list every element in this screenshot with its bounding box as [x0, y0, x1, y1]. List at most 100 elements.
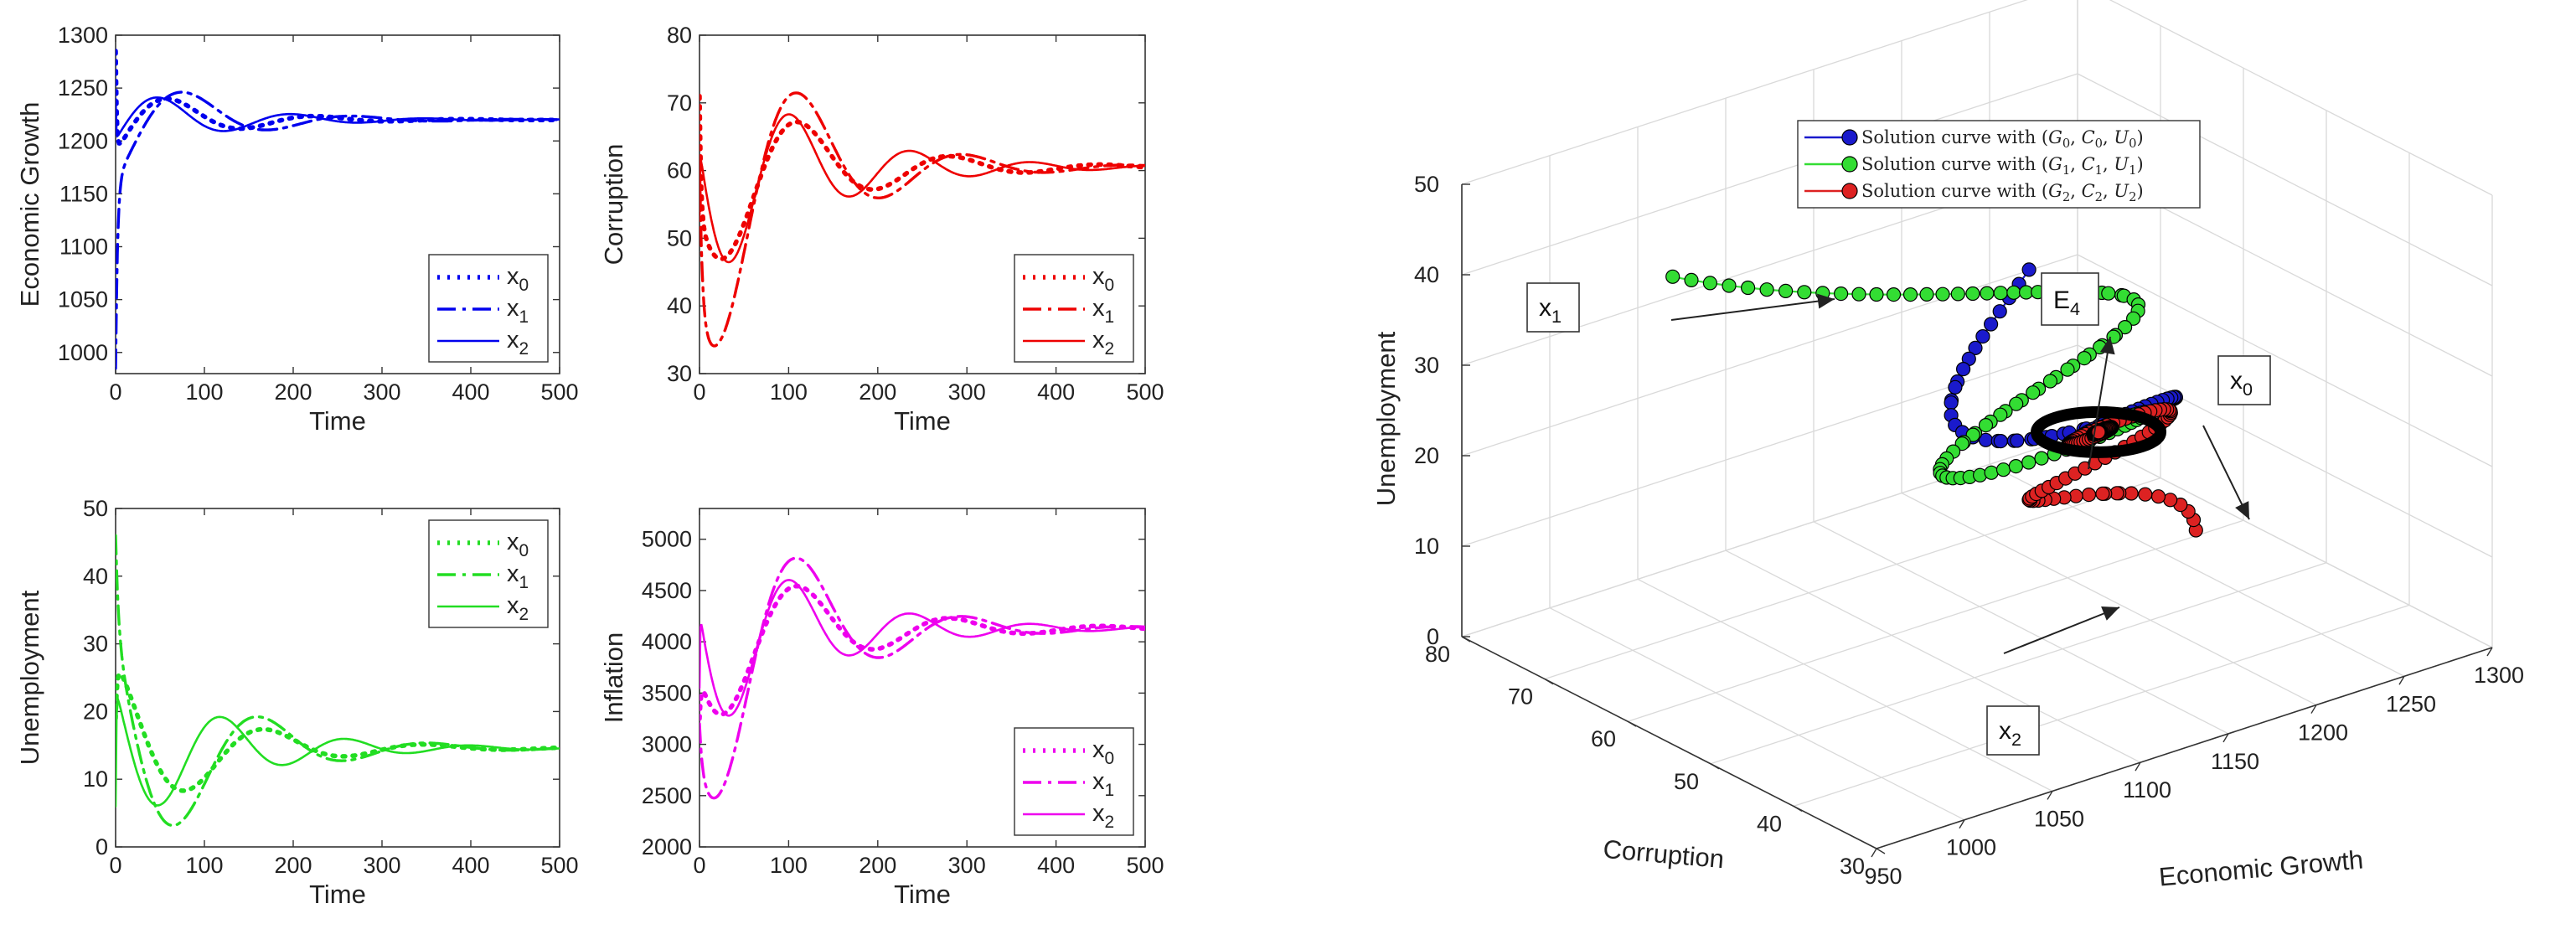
trajectory-marker: [2010, 433, 2025, 448]
x-tick-label: 0: [109, 379, 121, 405]
annotation-box-x0: [2217, 355, 2271, 405]
x-tick-label: 0: [109, 853, 121, 878]
z-tick-label: 0: [1427, 624, 1439, 649]
trajectory-marker: [2101, 286, 2116, 301]
y-tick-mark: [1461, 636, 1471, 643]
annotation-box-e4: [2041, 272, 2099, 326]
y-tick-label: 70: [1508, 684, 1533, 710]
trajectory-marker: [1869, 286, 1884, 302]
y-tick-label: 1000: [58, 340, 108, 365]
trajectory-marker: [1722, 278, 1737, 293]
trajectory-marker: [1851, 286, 1866, 302]
legend-label-x0: x0: [1092, 736, 1114, 768]
trajectory-marker: [2126, 311, 2141, 326]
trajectory-marker: [2150, 489, 2166, 504]
floor-grid-g: [1813, 521, 2229, 735]
trajectory-marker: [2095, 486, 2110, 502]
y-tick-label: 40: [1757, 811, 1782, 836]
floor-grid-c: [1710, 562, 2327, 765]
trajectory-marker: [1993, 286, 2008, 301]
back-grid-u: [1461, 435, 2078, 637]
y-tick-label: 30: [83, 632, 108, 657]
series-line-x2: [699, 579, 1145, 717]
annotation-arrow-x0: [2202, 425, 2250, 520]
x-tick-label: 200: [859, 379, 896, 405]
chart-economic-growth: 0 100 200 300 400 500 1000 1050 1100 1150 1200 1250…: [15, 23, 579, 436]
y-tick-mark: [1544, 678, 1554, 685]
annotation-label-e4: E4: [2053, 286, 2080, 319]
x-tick-label: 500: [540, 379, 578, 405]
y-tick-label: 3000: [642, 732, 692, 757]
trajectory-marker: [1975, 329, 1990, 344]
annotation-label-x0: x0: [2230, 367, 2253, 400]
y-axis-label: Corruption: [1602, 834, 1725, 874]
trajectory-marker: [1993, 433, 2008, 449]
y-axis-label: Corruption: [599, 144, 628, 266]
trajectory-marker: [1919, 286, 1934, 302]
x-tick-label: 200: [859, 853, 896, 878]
y-tick-label: 1250: [58, 75, 108, 101]
annotation-arrow-x2: [2003, 606, 2120, 654]
x-tick-label: 1300: [2474, 663, 2524, 688]
annotation-arrow-x0-head: [2235, 501, 2249, 519]
trajectory-marker: [2026, 385, 2041, 400]
series-line-x2: [116, 698, 560, 808]
y-axis-label: Inflation: [599, 632, 628, 724]
x-tick-label: 400: [1037, 853, 1075, 878]
trajectory-marker: [1992, 304, 2007, 319]
legend-label-x0: x0: [507, 529, 529, 560]
y-tick-label: 80: [667, 23, 692, 48]
trajectory-marker: [1948, 379, 1963, 395]
series-line-x1: [116, 534, 560, 828]
x-tick-label: 500: [540, 853, 578, 878]
y-tick-label: 1100: [59, 235, 108, 260]
trajectory-marker: [2109, 486, 2124, 501]
annotation-arrow-e4: [2088, 336, 2111, 470]
y-tick-label: 1150: [59, 181, 108, 206]
x-tick-label: 950: [1864, 864, 1902, 889]
y-tick-label: 3500: [642, 680, 692, 705]
annotation-box-x2: [1986, 705, 2040, 756]
trajectory-marker: [2009, 396, 2024, 411]
annotation-label-x2: x2: [1999, 717, 2021, 750]
series-line-x1: [699, 91, 1145, 348]
trajectory-marker: [2138, 487, 2153, 502]
trajectory-marker: [1984, 317, 1999, 332]
series-group: [116, 49, 560, 370]
y-tick-label: 20: [83, 699, 108, 724]
y-tick-label: 0: [96, 834, 108, 859]
trajectory-marker: [1978, 418, 1994, 433]
trajectory-marker: [2021, 455, 2037, 470]
y-tick-mark: [1793, 805, 1803, 813]
x-tick-mark: [2135, 761, 2141, 772]
legend-box: [1797, 120, 2201, 209]
z-axis-label: Unemployment: [1371, 331, 1401, 506]
series-line-x0: [699, 583, 1145, 721]
side-grid-u: [2077, 254, 2493, 467]
x-tick-label: 300: [363, 853, 400, 878]
legend-label-x1: x1: [1092, 768, 1114, 800]
y-tick-mark: [1627, 720, 1637, 727]
trajectory-marker: [1968, 340, 1983, 355]
series-line-x2: [699, 113, 1145, 264]
trajectory-marker: [1902, 287, 1918, 302]
trajectory-marker: [1797, 285, 1812, 300]
series-line-x0: [699, 93, 1145, 261]
x-tick-label: 200: [274, 853, 312, 878]
x-axis-label: Time: [309, 880, 366, 909]
y-tick-label: 4500: [642, 578, 692, 603]
x-tick-label: 300: [948, 853, 986, 878]
y-axis-label: Economic Growth: [15, 102, 44, 307]
legend-label-x1: x1: [507, 560, 529, 592]
trajectory-marker: [2006, 285, 2021, 300]
y-tick-label: 60: [667, 158, 692, 183]
z-tick-label: 20: [1414, 443, 1439, 468]
legend-label: Solution curve with (G0, C0, U0): [1861, 127, 2144, 151]
x-tick-label: 0: [693, 379, 705, 405]
legend-swatch-marker: [1841, 183, 1858, 199]
x-tick-mark: [2398, 675, 2405, 685]
series-group: [116, 534, 560, 828]
back-grid-u: [1461, 0, 2028, 185]
y-tick-label: 1300: [58, 23, 108, 48]
y-tick-label: 10: [83, 766, 108, 792]
